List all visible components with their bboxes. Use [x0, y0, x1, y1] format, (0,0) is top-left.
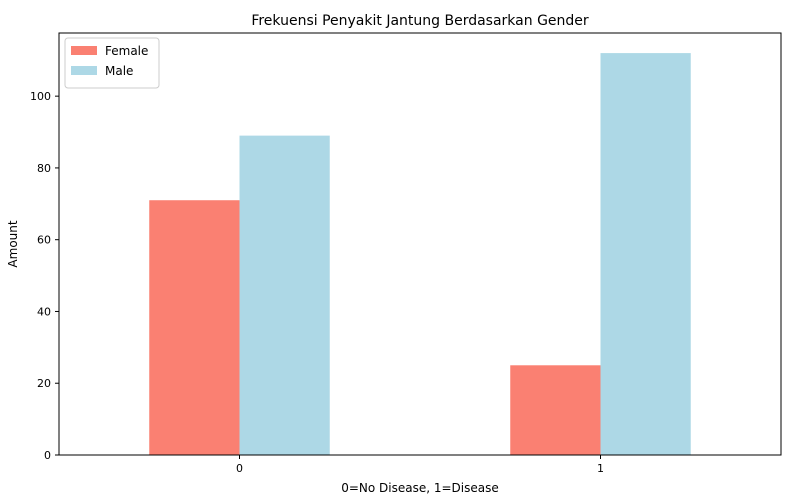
legend-swatch-male — [71, 66, 97, 75]
y-axis: 0 20 40 60 80 100 — [30, 90, 59, 462]
x-tick-label: 0 — [236, 462, 243, 475]
x-tick-label: 1 — [597, 462, 604, 475]
y-tick-label: 80 — [37, 162, 51, 175]
bars-group — [149, 53, 691, 455]
y-tick-label: 60 — [37, 234, 51, 247]
y-tick-label: 40 — [37, 305, 51, 318]
bar-male-1 — [600, 53, 691, 455]
plot-frame — [58, 32, 782, 456]
legend-swatch-female — [71, 46, 97, 55]
x-axis-label: 0=No Disease, 1=Disease — [341, 481, 499, 495]
bar-female-1 — [510, 365, 601, 455]
y-tick-label: 100 — [30, 90, 51, 103]
bar-female-0 — [149, 200, 240, 455]
legend-label-male: Male — [105, 64, 133, 78]
y-tick-label: 20 — [37, 377, 51, 390]
bar-male-0 — [239, 135, 330, 455]
y-axis-label: Amount — [6, 220, 20, 267]
y-tick-label: 0 — [44, 449, 51, 462]
legend-label-female: Female — [105, 44, 148, 58]
legend: Female Male — [64, 37, 160, 89]
chart-title: Frekuensi Penyakit Jantung Berdasarkan G… — [251, 13, 589, 29]
